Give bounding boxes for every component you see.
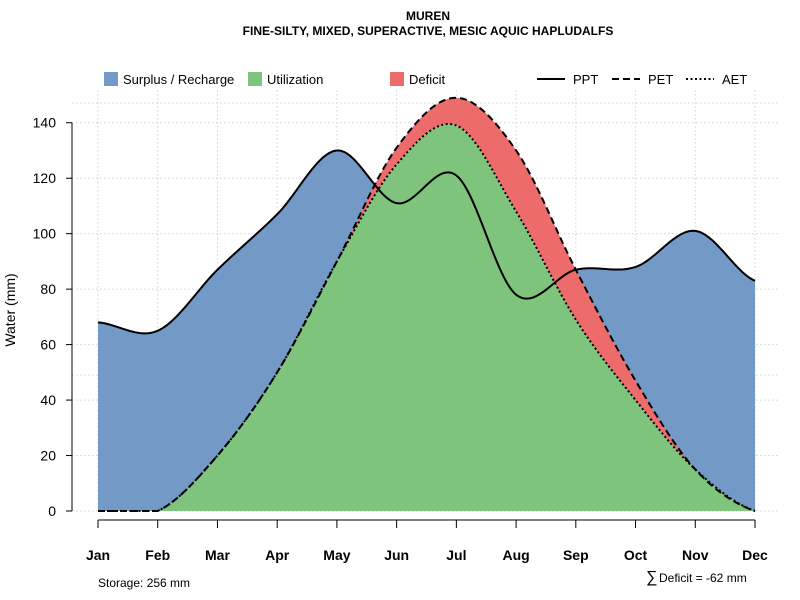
sum-symbol: ∑ xyxy=(646,569,657,586)
legend: Surplus / Recharge Utilization Deficit PPT P… xyxy=(104,72,747,87)
area-fills xyxy=(98,97,755,512)
y-tick-label: 120 xyxy=(33,170,57,186)
x-tick-label-mar: Mar xyxy=(205,547,230,563)
x-tick-label-aug: Aug xyxy=(502,547,529,563)
y-tick-label: 0 xyxy=(48,503,56,519)
y-tick-label: 40 xyxy=(40,392,56,408)
series-line-pet xyxy=(98,96,756,512)
x-tick-label-may: May xyxy=(323,547,350,563)
legend-label: AET xyxy=(722,72,747,87)
legend-label: PPT xyxy=(573,72,598,87)
y-axis-label: Water (mm) xyxy=(2,273,18,346)
chart-title: MUREN xyxy=(406,9,450,23)
deficit-note: Deficit = -62 mm xyxy=(659,571,747,585)
utilization-area xyxy=(98,123,755,512)
x-tick-label-apr: Apr xyxy=(265,547,290,563)
y-tick-label: 140 xyxy=(33,115,57,131)
axes: 0 20 40 60 80 100 120 140 Jan Feb Mar Apr May Jun Jul A… xyxy=(33,115,768,563)
x-tick-label-dec: Dec xyxy=(742,547,768,563)
legend-swatch xyxy=(104,72,118,86)
x-tick-label-oct: Oct xyxy=(624,547,648,563)
x-tick-label-nov: Nov xyxy=(682,547,709,563)
y-tick-label: 100 xyxy=(33,226,57,242)
legend-label: Utilization xyxy=(267,72,323,87)
legend-label: Surplus / Recharge xyxy=(123,72,234,87)
legend-swatch xyxy=(248,72,262,86)
legend-label: PET xyxy=(648,72,673,87)
y-tick-label: 80 xyxy=(40,281,56,297)
legend-label: Deficit xyxy=(409,72,446,87)
x-tick-label-jan: Jan xyxy=(86,547,110,563)
x-tick-label-jun: Jun xyxy=(384,547,409,563)
chart-subtitle: FINE-SILTY, MIXED, SUPERACTIVE, MESIC AQ… xyxy=(243,24,614,38)
x-tick-label-jul: Jul xyxy=(446,547,466,563)
series-line-ppt xyxy=(97,149,756,335)
storage-note: Storage: 256 mm xyxy=(98,576,190,590)
series-lines xyxy=(97,96,756,512)
x-tick-label-sep: Sep xyxy=(563,547,589,563)
y-tick-label: 20 xyxy=(40,448,56,464)
y-tick-label: 60 xyxy=(40,337,56,353)
legend-swatch xyxy=(390,72,404,86)
x-tick-label-feb: Feb xyxy=(145,547,170,563)
